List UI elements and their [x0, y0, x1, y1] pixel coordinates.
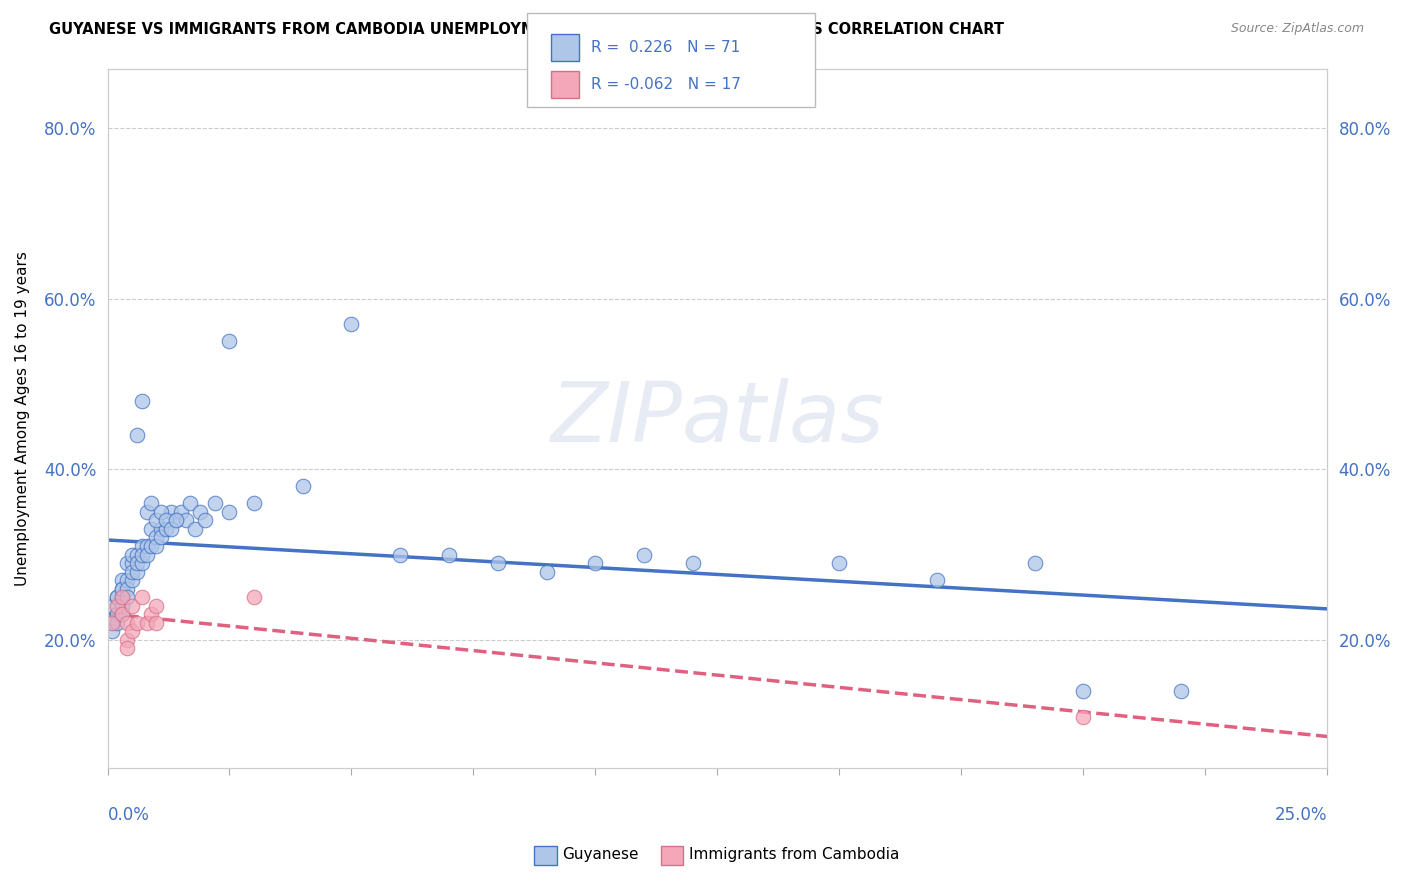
Point [150, 505, 173, 519]
Text: ZIPatlas: ZIPatlas [551, 377, 884, 458]
Point [111, 573, 134, 587]
Point [111, 607, 134, 622]
Point [131, 556, 153, 570]
Point [115, 582, 138, 596]
Point [340, 318, 363, 332]
Point [105, 590, 128, 604]
Point [121, 624, 143, 639]
Point [101, 615, 124, 630]
Point [105, 607, 128, 622]
Point [145, 539, 167, 553]
Point [218, 334, 240, 349]
Point [184, 522, 207, 536]
Point [155, 522, 177, 536]
Point [1073, 684, 1095, 698]
Point [633, 548, 655, 562]
Point [101, 615, 124, 630]
Point [125, 428, 148, 442]
Point [925, 573, 948, 587]
Point [1024, 556, 1046, 570]
Point [145, 513, 167, 527]
Text: 0.0%: 0.0% [107, 806, 149, 824]
Point [121, 599, 143, 613]
Point [141, 522, 163, 536]
Point [174, 513, 197, 527]
Point [165, 513, 187, 527]
Point [141, 607, 163, 622]
Point [125, 556, 148, 570]
Point [243, 590, 266, 604]
Point [111, 590, 134, 604]
Point [389, 548, 412, 562]
Point [115, 641, 138, 656]
Y-axis label: Unemployment Among Ages 16 to 19 years: Unemployment Among Ages 16 to 19 years [15, 251, 30, 585]
Point [160, 505, 183, 519]
Point [121, 556, 143, 570]
Point [131, 590, 153, 604]
Point [115, 615, 138, 630]
Point [585, 556, 607, 570]
Point [486, 556, 509, 570]
Point [121, 565, 143, 579]
Point [218, 505, 240, 519]
Point [121, 548, 143, 562]
Point [111, 582, 134, 596]
Point [105, 590, 128, 604]
Point [101, 599, 124, 613]
Text: 25.0%: 25.0% [1275, 806, 1327, 824]
Point [131, 539, 153, 553]
Point [111, 582, 134, 596]
Text: GUYANESE VS IMMIGRANTS FROM CAMBODIA UNEMPLOYMENT AMONG AGES 16 TO 19 YEARS CORR: GUYANESE VS IMMIGRANTS FROM CAMBODIA UNE… [49, 22, 1004, 37]
Point [135, 505, 157, 519]
Point [111, 590, 134, 604]
Point [145, 599, 167, 613]
Point [115, 556, 138, 570]
Point [291, 479, 314, 493]
Point [115, 573, 138, 587]
Text: R = -0.062   N = 17: R = -0.062 N = 17 [591, 77, 741, 92]
Point [1170, 684, 1192, 698]
Point [105, 615, 128, 630]
Point [141, 539, 163, 553]
Point [150, 531, 173, 545]
Point [115, 632, 138, 647]
Point [135, 539, 157, 553]
Point [125, 615, 148, 630]
Point [105, 599, 128, 613]
Point [204, 496, 226, 510]
Text: Source: ZipAtlas.com: Source: ZipAtlas.com [1230, 22, 1364, 36]
Point [179, 496, 201, 510]
Text: Guyanese: Guyanese [562, 847, 638, 862]
Point [141, 496, 163, 510]
Point [155, 513, 177, 527]
Point [1073, 709, 1095, 723]
Point [682, 556, 704, 570]
Point [135, 548, 157, 562]
Point [437, 548, 460, 562]
Point [145, 615, 167, 630]
Point [135, 615, 157, 630]
Point [121, 573, 143, 587]
Point [194, 513, 217, 527]
Point [160, 522, 183, 536]
Point [536, 565, 558, 579]
Point [170, 505, 193, 519]
Point [131, 548, 153, 562]
Point [828, 556, 851, 570]
Point [115, 590, 138, 604]
Point [165, 513, 187, 527]
Point [101, 624, 124, 639]
Point [243, 496, 266, 510]
Point [125, 565, 148, 579]
Point [111, 599, 134, 613]
Point [111, 607, 134, 622]
Point [150, 522, 173, 536]
Point [131, 394, 153, 409]
Text: Immigrants from Cambodia: Immigrants from Cambodia [689, 847, 900, 862]
Point [188, 505, 211, 519]
Point [145, 531, 167, 545]
Text: R =  0.226   N = 71: R = 0.226 N = 71 [591, 40, 740, 54]
Point [125, 548, 148, 562]
